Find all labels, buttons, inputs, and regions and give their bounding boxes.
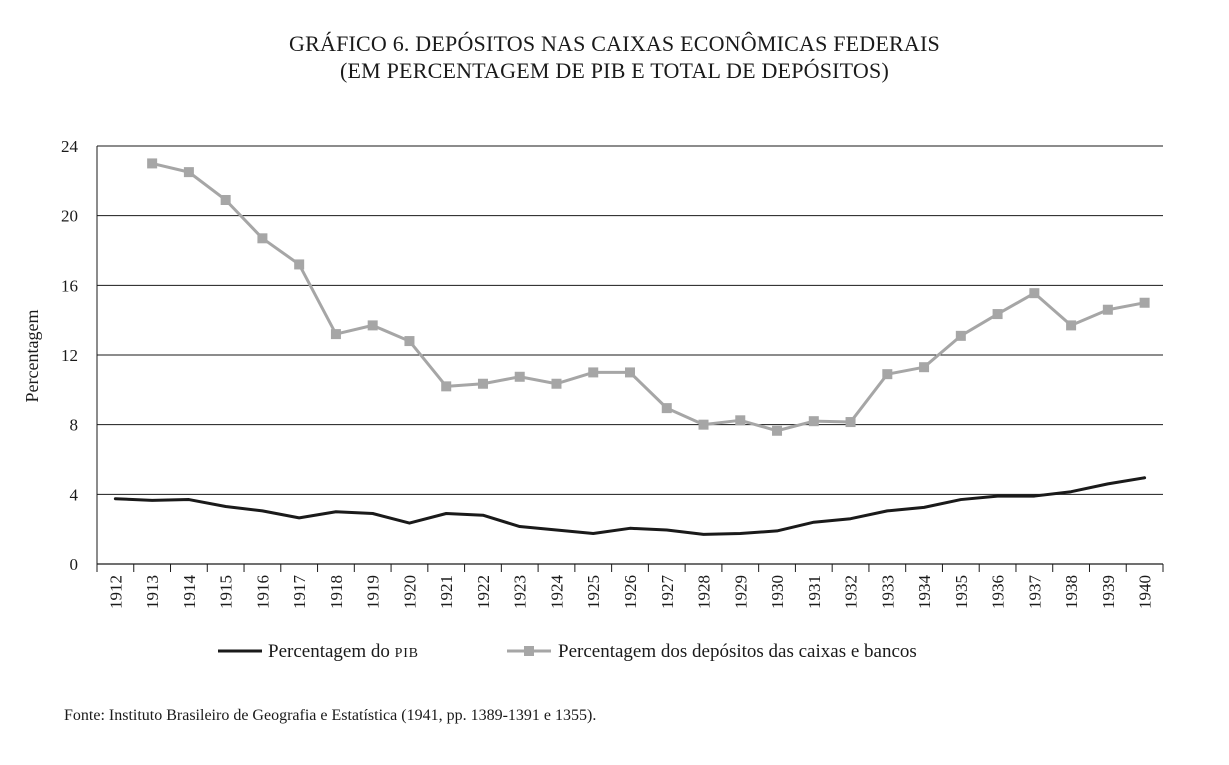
x-tick-label-1939: 1939 [1099,575,1118,609]
x-tick-label-1920: 1920 [400,575,419,609]
x-tick-label-1932: 1932 [842,575,861,609]
data-point-1937 [1029,288,1040,299]
data-point-1927 [661,403,672,414]
x-tick-label-1934: 1934 [915,575,934,610]
data-point-1933 [882,369,893,380]
chart-title-line-1: GRÁFICO 6. DEPÓSITOS NAS CAIXAS ECONÔMIC… [289,31,940,56]
data-point-1932 [845,417,856,428]
x-tick-label-1921: 1921 [437,575,456,609]
x-tick-label-1933: 1933 [878,575,897,609]
data-point-1913 [147,158,158,169]
data-point-1925 [588,367,599,378]
data-point-1923 [514,371,525,382]
data-point-1928 [698,419,709,430]
x-tick-label-1938: 1938 [1062,575,1081,609]
x-tick-label-1917: 1917 [290,575,309,610]
y-tick-label-16: 16 [61,276,78,295]
x-tick-label-1924: 1924 [547,575,566,610]
data-point-1921 [441,381,452,392]
series-line-2 [150,161,1147,433]
data-point-1914 [183,167,194,178]
x-tick-label-1925: 1925 [584,575,603,609]
data-point-1939 [1102,304,1113,315]
data-point-1931 [808,416,819,427]
y-tick-label-12: 12 [61,346,78,365]
y-tick-label-4: 4 [70,485,79,504]
data-point-1934 [919,362,930,373]
x-tick-label-1916: 1916 [253,575,272,609]
x-tick-label-1913: 1913 [143,575,162,609]
data-point-1918 [330,329,341,340]
x-tick-label-1918: 1918 [327,575,346,609]
series [113,158,1150,536]
y-axis-label: Percentagem [22,310,42,403]
x-tick-label-1937: 1937 [1025,575,1044,610]
data-point-1938 [1066,320,1077,331]
legend-label-2: Percentagem dos depósitos das caixas e b… [558,641,917,662]
x-tick-label-1914: 1914 [180,575,199,610]
x-tick-label-1935: 1935 [952,575,971,609]
data-point-1930 [772,425,783,436]
x-tick-label-1940: 1940 [1136,575,1155,609]
y-tick-label-0: 0 [70,555,79,574]
x-tick-label-1922: 1922 [474,575,493,609]
data-point-1917 [294,259,305,270]
x-tick-label-1915: 1915 [217,575,236,609]
source-note: Fonte: Instituto Brasileiro de Geografia… [64,707,597,724]
x-tick-label-1930: 1930 [768,575,787,609]
data-point-1926 [625,367,635,378]
x-tick-label-1923: 1923 [511,575,530,609]
chart-title-line-2: (EM PERCENTAGEM DE PIB E TOTAL DE DEPÓSI… [340,58,889,83]
y-tick-label-8: 8 [70,416,79,435]
data-point-1915 [220,194,231,205]
x-tick-label-1929: 1929 [731,575,750,609]
x-tick-label-1928: 1928 [695,575,714,609]
x-tick-label-1919: 1919 [364,575,383,609]
data-point-1916 [257,233,268,244]
x-tick-label-1927: 1927 [658,575,677,610]
y-tick-label-20: 20 [61,207,78,226]
legend: Percentagem do PIB Percentagem dos depósi… [218,641,917,662]
data-point-1919 [367,320,378,331]
axes: 0 4 8 12 16 20 24 1912 1913 1914 1915 1916 1917 1918 1… [61,137,1164,610]
chart-title: GRÁFICO 6. DEPÓSITOS NAS CAIXAS ECONÔMIC… [0,30,1229,84]
data-point-1935 [955,330,966,341]
gridlines [97,145,1163,495]
x-tick-label-1936: 1936 [989,575,1008,609]
x-tick-label-1912: 1912 [106,575,125,609]
data-point-1929 [735,415,746,426]
legend-marker-2 [524,646,534,656]
legend-label-1: Percentagem do PIB [268,641,419,662]
data-point-1924 [551,378,562,389]
y-tick-label-24: 24 [61,137,79,156]
data-point-1922 [477,378,488,389]
data-point-1940 [1139,297,1150,308]
x-tick-label-1926: 1926 [621,575,640,609]
series-line-1 [113,476,1147,536]
x-tick-label-1931: 1931 [805,575,824,609]
data-point-1920 [404,336,415,347]
data-point-1936 [992,309,1003,320]
